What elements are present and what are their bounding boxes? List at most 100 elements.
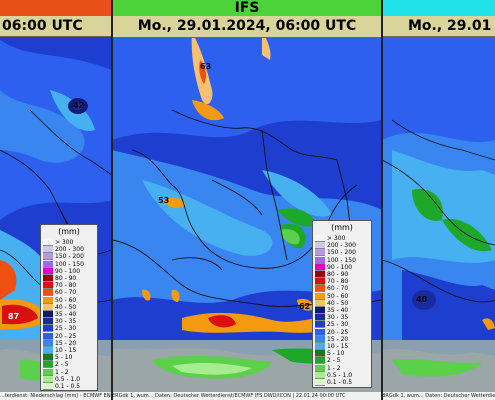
legend-swatch: [315, 328, 325, 336]
legend-swatch: [43, 296, 53, 304]
legend-label: 200 - 300: [55, 246, 84, 254]
legend-label: 80 - 90: [55, 275, 77, 282]
legend-swatch: [315, 350, 325, 358]
legend-label: 60 - 70: [327, 285, 349, 293]
legend-label: 20 - 25: [327, 328, 349, 336]
right-max-label-a: 40: [416, 295, 428, 304]
legend-swatch: [315, 371, 325, 379]
right-footer: BRGdk 1, wum... Daten: Deutscher Wetterd…: [382, 392, 495, 400]
legend-label: 70 - 80: [327, 278, 349, 286]
legend-swatch: [315, 307, 325, 314]
legend-swatch: [315, 249, 325, 257]
legend-swatch: [43, 339, 53, 347]
legend-swatch: [315, 285, 325, 293]
legend-label: > 300: [55, 239, 74, 246]
legend-swatch: [43, 375, 53, 383]
legend-label: 15 - 20: [327, 335, 349, 343]
legend-swatch: [43, 267, 53, 275]
legend-swatch: [43, 253, 53, 261]
legend-label: 0.5 - 1.0: [327, 371, 353, 379]
center-footer: ERGdk 1, wum... Daten: Deutscher Wetterd…: [112, 392, 382, 400]
legend-swatch: [43, 260, 53, 268]
legend-label: 1 - 2: [327, 364, 341, 372]
legend-swatch: [43, 311, 53, 318]
left-footer: ...terdienst: Niederschlag (mm) - ECMWF …: [0, 392, 112, 400]
legend-label: 40 - 50: [327, 299, 349, 307]
left-header-date: 06:00 UTC: [0, 16, 112, 37]
legend-label: 35 - 40: [327, 307, 349, 314]
legend-unit: (mm): [58, 227, 80, 236]
legend-label: 2 - 5: [327, 357, 341, 365]
legend-label: 40 - 50: [55, 303, 77, 311]
center-max-label-c: 62: [299, 302, 311, 311]
legend-label: 25 - 30: [55, 325, 77, 333]
legend-label: 5 - 10: [55, 354, 73, 362]
left-legend: (mm) > 300 200 - 300 150 - 200 100 - 150 90 -…: [40, 224, 98, 391]
right-panel-divider: [381, 0, 383, 400]
legend-swatch: [315, 379, 325, 386]
legend-swatch: [315, 242, 325, 250]
legend-swatch: [315, 335, 325, 343]
legend-swatch: [43, 347, 53, 354]
legend-label: 30 - 35: [55, 318, 77, 326]
legend-swatch: [43, 368, 53, 376]
legend-label: 150 - 200: [55, 253, 84, 261]
legend-swatch: [43, 332, 53, 340]
legend-label: 0.5 - 1.0: [55, 375, 81, 383]
legend-swatch: [315, 271, 325, 278]
legend-swatch: [315, 357, 325, 365]
center-header-date: Mo., 29.01.2024, 06:00 UTC: [112, 16, 382, 38]
left-model-strip: [0, 0, 112, 16]
legend-swatch: [43, 246, 53, 254]
legend-swatch: [315, 364, 325, 372]
legend-swatch: [315, 292, 325, 300]
legend-label: 90 - 100: [327, 263, 353, 271]
right-map-panel: Mo., 29.01 40 BRGdk 1, wum... Daten: Deu…: [382, 0, 495, 400]
legend-swatch: [43, 325, 53, 333]
legend-label: 90 - 100: [55, 267, 81, 275]
legend-label: 50 - 60: [55, 296, 77, 304]
left-max-label-b: 87: [8, 312, 20, 321]
left-panel-divider: [111, 0, 113, 400]
center-model-name: IFS: [234, 0, 260, 16]
legend-label: 200 - 300: [327, 242, 356, 250]
legend-label: 20 - 25: [55, 332, 77, 340]
right-model-strip: [382, 0, 495, 16]
center-model-strip: [112, 0, 382, 16]
legend-label: 100 - 150: [55, 260, 84, 268]
legend-swatch: [315, 321, 325, 329]
legend-swatch: [43, 318, 53, 326]
legend-label: 10 - 15: [327, 343, 349, 350]
legend-swatch: [315, 263, 325, 271]
legend-swatch: [43, 239, 53, 246]
legend-swatch: [43, 275, 53, 282]
legend-label: 80 - 90: [327, 271, 349, 278]
legend-unit: (mm): [331, 223, 353, 232]
legend-label: > 300: [327, 235, 346, 242]
legend-swatch: [315, 343, 325, 350]
legend-swatch: [315, 314, 325, 322]
legend-label: 60 - 70: [55, 289, 77, 297]
right-precip-map: [382, 0, 495, 400]
legend-swatch: [43, 383, 53, 390]
legend-label: 25 - 30: [327, 321, 349, 329]
legend-swatch: [315, 278, 325, 286]
legend-label: 5 - 10: [327, 350, 345, 358]
legend-swatch: [315, 299, 325, 307]
right-header-date: Mo., 29.01: [382, 16, 495, 37]
left-precip-map: [0, 0, 112, 400]
center-legend: (mm) > 300 200 - 300 150 - 200 100 - 150 90 -…: [312, 220, 372, 388]
legend-swatch: [43, 361, 53, 369]
legend-swatch: [43, 289, 53, 297]
legend-label: 100 - 150: [327, 256, 356, 264]
left-map-panel: 06:00 UTC 42 87 (mm) > 300 200 - 300 150 - …: [0, 0, 112, 400]
center-max-label-b: 53: [158, 196, 170, 205]
legend-label: 2 - 5: [55, 361, 69, 369]
legend-label: 150 - 200: [327, 249, 356, 257]
legend-label: 10 - 15: [55, 347, 77, 354]
legend-label: 0.1 - 0.5: [327, 379, 353, 386]
legend-swatch: [315, 256, 325, 264]
legend-label: 0.1 - 0.5: [55, 383, 81, 390]
legend-swatch: [315, 235, 325, 242]
